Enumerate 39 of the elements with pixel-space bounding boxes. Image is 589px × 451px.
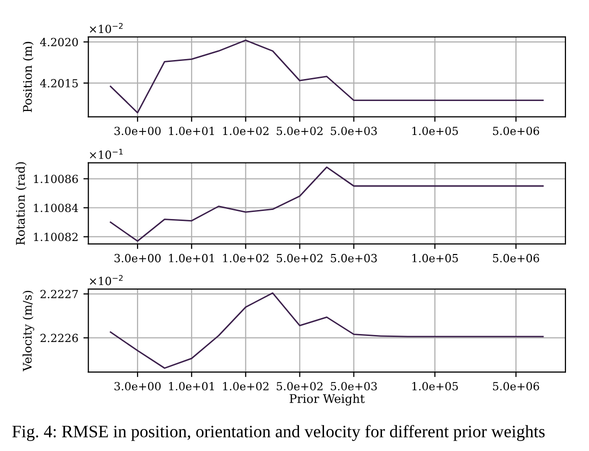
x-tick-label: 1.0e+02 — [223, 254, 268, 262]
line-series — [110, 292, 544, 369]
x-tick-label: 3.0e+00 — [114, 126, 161, 136]
y-tick-label: 4.2015 — [40, 79, 78, 88]
y-axis-title: Rotation (rad) — [16, 162, 27, 245]
y-tick-label: 1.10086 — [34, 174, 78, 184]
x-tick-label: 5.0e+03 — [330, 254, 377, 262]
x-tick-label: 1.0e+05 — [412, 254, 458, 262]
x-tick-label: 5.0e+06 — [493, 254, 540, 262]
y-tick-label: 2.2227 — [40, 290, 78, 298]
x-tick-label: 5.0e+06 — [493, 126, 540, 136]
text: ×10$^{−1}$ — [90, 148, 123, 159]
x-tick-label: 1.0e+02 — [223, 382, 268, 390]
text: ×10$^{−2}$ — [90, 275, 123, 286]
x-tick-label: 5.0e+03 — [330, 126, 377, 136]
x-tick-label: 1.0e+01 — [169, 254, 214, 262]
caption: Fig. 4: RMSE in position, orientation and velocity for different prior weights — [12, 424, 545, 441]
x-axis-title: Prior Weight — [290, 394, 365, 406]
x-tick-label: 5.0e+06 — [493, 382, 540, 390]
y-tick-label: 2.2226 — [40, 334, 78, 342]
x-tick-label: 5.0e+02 — [276, 126, 322, 136]
x-tick-label: 1.0e+02 — [223, 126, 268, 136]
text: ×10$^{−2}$ — [90, 22, 123, 34]
x-tick-label: 1.0e+05 — [412, 382, 458, 390]
y-axis-title: Position (m) — [22, 42, 34, 112]
y-tick-label: 1.10082 — [34, 232, 78, 242]
y-tick-label: 1.10084 — [34, 204, 78, 212]
x-tick-label: 5.0e+03 — [330, 382, 377, 390]
y-axis-title: Velocity (m/s) — [22, 290, 34, 372]
x-tick-label: 1.0e+05 — [412, 126, 458, 136]
x-tick-label: 5.0e+02 — [276, 382, 322, 390]
line-series — [110, 166, 544, 242]
x-tick-label: 1.0e+01 — [169, 126, 214, 136]
x-tick-label: 3.0e+00 — [114, 254, 161, 262]
y-tick-label: 4.2020 — [40, 38, 78, 46]
line-series — [110, 40, 544, 114]
x-tick-label: 5.0e+02 — [276, 254, 322, 262]
x-tick-label: 1.0e+01 — [169, 382, 214, 390]
x-tick-label: 3.0e+00 — [114, 382, 161, 390]
